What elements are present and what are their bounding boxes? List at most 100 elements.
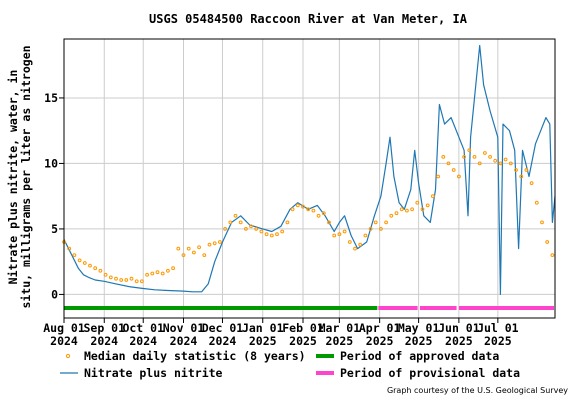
median-point <box>98 268 103 273</box>
y-axis-label-line-1: Nitrate plus nitrite, water, in <box>6 70 20 285</box>
median-point <box>244 227 248 231</box>
legend-approved-swatch <box>316 354 334 358</box>
median-point <box>503 157 508 162</box>
usgs-credit: Graph courtesy of the U.S. Geological Su… <box>387 386 568 395</box>
median-point <box>129 276 134 281</box>
median-point <box>181 253 186 258</box>
x-tick-year-label: 2025 <box>445 334 473 348</box>
x-tick-label: Dec 01 <box>202 321 244 335</box>
median-point <box>472 155 477 159</box>
provisional-period-bar <box>458 306 554 310</box>
median-point <box>483 151 487 155</box>
median-point <box>545 240 550 244</box>
median-point <box>269 233 274 238</box>
median-point <box>420 207 425 212</box>
median-point <box>519 174 524 179</box>
median-point <box>306 207 311 212</box>
median-point <box>524 168 529 172</box>
median-point <box>93 266 98 271</box>
median-point <box>498 161 503 166</box>
median-point <box>389 213 394 218</box>
provisional-period-bar <box>419 306 457 310</box>
median-point <box>290 207 295 212</box>
median-point <box>337 232 342 237</box>
median-point <box>462 155 467 159</box>
x-tick-year-label: 2025 <box>484 334 512 348</box>
x-tick-year-label: 2025 <box>249 334 277 348</box>
median-point <box>186 246 191 251</box>
median-point <box>379 227 383 231</box>
median-point <box>514 168 518 172</box>
x-tick-label: Feb 01 <box>282 321 324 335</box>
median-point <box>508 161 513 166</box>
legend-provisional-swatch <box>316 371 334 375</box>
median-point <box>327 220 331 225</box>
legend-median-label: Median daily statistic (8 years) <box>84 349 306 363</box>
median-point <box>394 211 399 216</box>
x-tick-year-label: 2024 <box>129 334 157 348</box>
x-tick-label: Apr 01 <box>359 321 401 335</box>
median-point <box>176 246 181 251</box>
median-point <box>264 232 269 237</box>
median-point <box>529 181 534 186</box>
approved-period-bar <box>64 306 378 310</box>
median-point <box>431 194 435 199</box>
median-point <box>358 242 363 247</box>
x-tick-year-label: 2025 <box>366 334 394 348</box>
x-tick-label: Aug 01 <box>43 321 85 335</box>
legend-series-label: Nitrate plus nitrite <box>84 366 223 380</box>
median-point <box>425 203 430 208</box>
median-point <box>212 241 217 246</box>
median-point <box>550 253 555 258</box>
y-axis-label: Nitrate plus nitrite, water, in situ, mi… <box>6 45 33 308</box>
median-point <box>540 220 544 225</box>
median-point <box>171 266 176 271</box>
median-point <box>347 240 352 244</box>
x-tick-year-label: 2024 <box>90 334 118 348</box>
median-point <box>321 211 326 216</box>
median-point <box>82 261 87 265</box>
median-point <box>140 279 144 284</box>
x-tick-year-label: 2024 <box>170 334 198 348</box>
median-point <box>197 245 202 250</box>
median-point <box>368 227 373 231</box>
median-point <box>108 275 113 280</box>
data-series <box>62 44 556 295</box>
median-point <box>160 271 165 276</box>
median-point <box>280 229 285 234</box>
median-point <box>72 253 77 258</box>
x-tick-year-label: 2025 <box>289 334 317 348</box>
median-point <box>275 232 279 237</box>
x-tick-year-label: 2024 <box>50 334 78 348</box>
median-point <box>467 148 472 153</box>
y-tick-label: 10 <box>44 156 58 170</box>
median-point <box>363 233 368 238</box>
median-point <box>124 278 129 282</box>
y-axis-label-line-2: situ, milligrams per liter as nitrogen <box>19 45 33 308</box>
legend-median-marker <box>65 353 71 359</box>
legend-provisional-label: Period of provisional data <box>340 366 520 380</box>
x-tick-year-label: 2025 <box>326 334 354 348</box>
median-point <box>342 229 347 234</box>
median-point <box>134 279 139 284</box>
median-point <box>311 208 316 213</box>
median-point <box>192 250 196 255</box>
median-point <box>477 161 482 166</box>
median-point <box>399 207 404 212</box>
grid-lines <box>63 39 555 318</box>
median-point <box>493 158 498 163</box>
median-point <box>228 220 233 225</box>
median-point <box>488 155 493 159</box>
median-point <box>207 242 212 247</box>
median-point <box>285 220 290 225</box>
x-tick-label: Jul 01 <box>477 321 519 335</box>
chart-title: USGS 05484500 Raccoon River at Van Meter… <box>149 12 468 26</box>
median-point <box>353 246 357 251</box>
median-point <box>332 233 337 238</box>
median-point <box>233 213 238 218</box>
median-point <box>436 174 441 179</box>
median-point <box>103 272 108 277</box>
